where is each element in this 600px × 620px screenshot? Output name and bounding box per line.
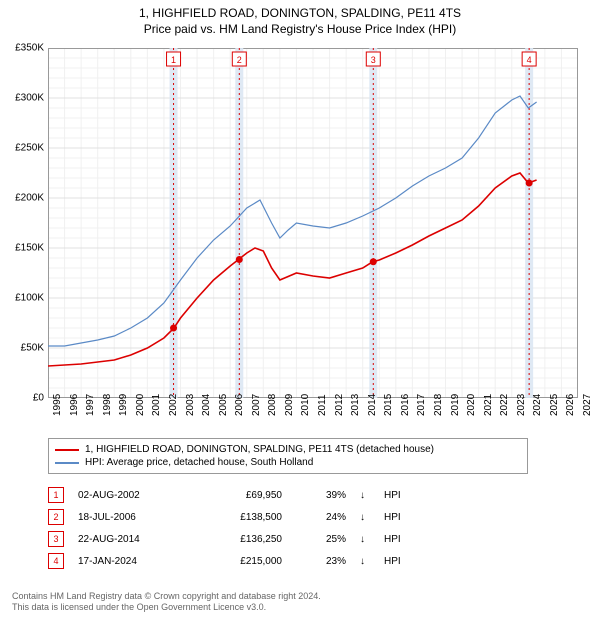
sale-price: £215,000 bbox=[202, 556, 282, 567]
x-tick-label: 2025 bbox=[549, 394, 560, 416]
sale-vs-label: HPI bbox=[384, 534, 414, 545]
footer: Contains HM Land Registry data © Crown c… bbox=[12, 591, 321, 614]
x-tick-label: 2002 bbox=[168, 394, 179, 416]
y-tick-label: £50K bbox=[21, 343, 44, 354]
sale-vs-label: HPI bbox=[384, 490, 414, 501]
x-axis-ticks: 1995199619971998199920002001200220032004… bbox=[48, 398, 578, 438]
footer-licence: This data is licensed under the Open Gov… bbox=[12, 602, 321, 614]
x-tick-label: 1999 bbox=[118, 394, 129, 416]
sales-row: 1 02-AUG-2002 £69,950 39% ↓ HPI bbox=[48, 484, 528, 506]
page-root: 1, HIGHFIELD ROAD, DONINGTON, SPALDING, … bbox=[0, 0, 600, 620]
chart-title: 1, HIGHFIELD ROAD, DONINGTON, SPALDING, … bbox=[0, 6, 600, 22]
x-tick-label: 2006 bbox=[234, 394, 245, 416]
x-tick-label: 2001 bbox=[151, 394, 162, 416]
x-tick-label: 2015 bbox=[383, 394, 394, 416]
svg-text:3: 3 bbox=[371, 55, 376, 65]
x-tick-label: 2023 bbox=[516, 394, 527, 416]
footer-copyright: Contains HM Land Registry data © Crown c… bbox=[12, 591, 321, 603]
sale-marker-box: 2 bbox=[48, 509, 64, 525]
x-tick-label: 2010 bbox=[300, 394, 311, 416]
sale-pct: 39% bbox=[296, 490, 346, 501]
sale-date: 02-AUG-2002 bbox=[78, 490, 188, 501]
sales-row: 2 18-JUL-2006 £138,500 24% ↓ HPI bbox=[48, 506, 528, 528]
legend-row: 1, HIGHFIELD ROAD, DONINGTON, SPALDING, … bbox=[55, 443, 521, 456]
x-tick-label: 1997 bbox=[85, 394, 96, 416]
x-tick-label: 2020 bbox=[466, 394, 477, 416]
chart-svg: 1 2 3 4 bbox=[48, 48, 578, 398]
y-tick-label: £150K bbox=[15, 243, 44, 254]
title-block: 1, HIGHFIELD ROAD, DONINGTON, SPALDING, … bbox=[0, 0, 600, 37]
x-tick-label: 2019 bbox=[450, 394, 461, 416]
down-arrow-icon: ↓ bbox=[360, 490, 370, 501]
y-tick-label: £0 bbox=[33, 393, 44, 404]
sale-marker-box: 4 bbox=[48, 553, 64, 569]
x-tick-label: 2011 bbox=[317, 394, 328, 416]
legend-label: 1, HIGHFIELD ROAD, DONINGTON, SPALDING, … bbox=[85, 443, 434, 456]
x-tick-label: 2004 bbox=[201, 394, 212, 416]
x-tick-label: 2017 bbox=[416, 394, 427, 416]
sale-price: £69,950 bbox=[202, 490, 282, 501]
sale-vs-label: HPI bbox=[384, 556, 414, 567]
x-tick-label: 2026 bbox=[565, 394, 576, 416]
sale-pct: 23% bbox=[296, 556, 346, 567]
x-tick-label: 1995 bbox=[52, 394, 63, 416]
svg-text:2: 2 bbox=[237, 55, 242, 65]
y-axis-ticks: £0£50K£100K£150K£200K£250K£300K£350K bbox=[0, 48, 46, 398]
x-tick-label: 2013 bbox=[350, 394, 361, 416]
legend-row: HPI: Average price, detached house, Sout… bbox=[55, 456, 521, 469]
y-tick-label: £200K bbox=[15, 193, 44, 204]
x-tick-label: 2021 bbox=[483, 394, 494, 416]
legend-swatch bbox=[55, 449, 79, 451]
sale-pct: 25% bbox=[296, 534, 346, 545]
y-tick-label: £350K bbox=[15, 43, 44, 54]
sale-date: 18-JUL-2006 bbox=[78, 512, 188, 523]
x-tick-label: 2024 bbox=[532, 394, 543, 416]
sale-pct: 24% bbox=[296, 512, 346, 523]
x-tick-label: 2003 bbox=[185, 394, 196, 416]
sale-price: £136,250 bbox=[202, 534, 282, 545]
x-tick-label: 2000 bbox=[135, 394, 146, 416]
down-arrow-icon: ↓ bbox=[360, 556, 370, 567]
x-tick-label: 2005 bbox=[218, 394, 229, 416]
y-tick-label: £250K bbox=[15, 143, 44, 154]
x-tick-label: 2027 bbox=[582, 394, 593, 416]
x-tick-label: 2022 bbox=[499, 394, 510, 416]
x-tick-label: 2016 bbox=[400, 394, 411, 416]
x-tick-label: 1996 bbox=[69, 394, 80, 416]
sale-date: 17-JAN-2024 bbox=[78, 556, 188, 567]
x-tick-label: 2014 bbox=[367, 394, 378, 416]
sale-date: 22-AUG-2014 bbox=[78, 534, 188, 545]
x-tick-label: 2018 bbox=[433, 394, 444, 416]
y-tick-label: £100K bbox=[15, 293, 44, 304]
x-tick-label: 1998 bbox=[102, 394, 113, 416]
svg-text:4: 4 bbox=[527, 55, 532, 65]
chart-subtitle: Price paid vs. HM Land Registry's House … bbox=[0, 22, 600, 38]
sales-row: 3 22-AUG-2014 £136,250 25% ↓ HPI bbox=[48, 528, 528, 550]
down-arrow-icon: ↓ bbox=[360, 534, 370, 545]
chart-area: 1 2 3 4 bbox=[48, 48, 578, 398]
svg-text:1: 1 bbox=[171, 55, 176, 65]
sale-marker-box: 3 bbox=[48, 531, 64, 547]
sale-price: £138,500 bbox=[202, 512, 282, 523]
x-tick-label: 2007 bbox=[251, 394, 262, 416]
legend-swatch bbox=[55, 462, 79, 464]
sale-vs-label: HPI bbox=[384, 512, 414, 523]
legend: 1, HIGHFIELD ROAD, DONINGTON, SPALDING, … bbox=[48, 438, 528, 474]
x-tick-label: 2008 bbox=[267, 394, 278, 416]
x-tick-label: 2012 bbox=[334, 394, 345, 416]
legend-label: HPI: Average price, detached house, Sout… bbox=[85, 456, 313, 469]
y-tick-label: £300K bbox=[15, 93, 44, 104]
x-tick-label: 2009 bbox=[284, 394, 295, 416]
sales-table: 1 02-AUG-2002 £69,950 39% ↓ HPI 2 18-JUL-2006 £1… bbox=[48, 484, 528, 572]
sale-marker-box: 1 bbox=[48, 487, 64, 503]
down-arrow-icon: ↓ bbox=[360, 512, 370, 523]
sales-row: 4 17-JAN-2024 £215,000 23% ↓ HPI bbox=[48, 550, 528, 572]
